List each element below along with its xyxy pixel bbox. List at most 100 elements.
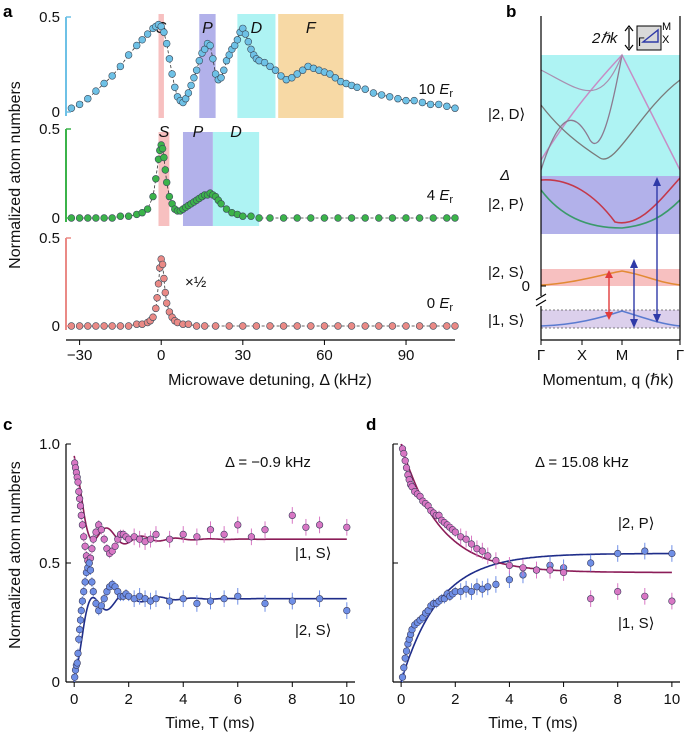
point-10-4: [100, 79, 108, 88]
panel-d-point-1-32: [519, 564, 527, 572]
d-band-curve-4: [540, 54, 623, 92]
panel-d-point-1-29: [484, 552, 492, 560]
panel-c-point-1-11: [81, 578, 89, 586]
panel-c-plot: 0 2 4 6 8 10 0 0.5 1.0: [39, 436, 355, 708]
axis-break-2: [535, 299, 547, 307]
band-label-10-D: D: [251, 20, 263, 37]
panel-c-x-tick-label-1: 2: [125, 691, 133, 708]
panel-c-point-1-15: [86, 566, 95, 574]
panel-c-point-0-34: [146, 535, 155, 543]
point-10-10: [143, 30, 152, 38]
point-0-12: [149, 313, 157, 321]
point-0-47: [443, 322, 451, 330]
point-10-36: [217, 74, 225, 82]
panel-d-x-tick-label-4: 8: [614, 691, 622, 708]
panel-a-x-tick-label-3: 60: [316, 347, 333, 364]
panel-d-plot: 0 2 4 6 8 10: [392, 443, 681, 708]
point-10-53: [271, 66, 280, 74]
point-10-73: [394, 94, 402, 103]
point-10-69: [361, 85, 369, 93]
point-10-57: [293, 70, 301, 78]
series-line-4: [71, 143, 455, 219]
panel-d-point-1-28: [478, 547, 486, 555]
point-4-52: [347, 214, 356, 222]
point-4-39: [217, 200, 225, 208]
panel-c-point-0-7: [76, 502, 85, 510]
panel-d-point-1-34: [546, 566, 554, 574]
point-0-35: [279, 322, 288, 330]
point-4-12: [152, 175, 160, 183]
point-4-50: [320, 214, 329, 222]
point-10-27: [192, 66, 201, 74]
point-10-77: [426, 100, 435, 109]
point-4-58: [429, 214, 437, 222]
point-10-78: [435, 100, 443, 109]
point-10-26: [190, 74, 198, 82]
point-4-4: [100, 214, 108, 222]
transition-arrows: [605, 177, 661, 328]
point-4-49: [307, 214, 315, 222]
series-line-0: [71, 258, 455, 327]
band-bg-2D: [541, 55, 680, 178]
panel-c-label-2S: |2, S⟩: [295, 622, 331, 639]
point-4-7: [124, 212, 133, 220]
point-10-1: [75, 100, 84, 109]
point-4-56: [402, 214, 410, 222]
inset-scale-label: 2ℏk: [591, 30, 619, 47]
inset-scale-head-down: [624, 44, 634, 51]
panel-d-point-1-26: [467, 540, 476, 548]
point-4-20: [165, 192, 174, 201]
s-band-curve: [540, 270, 681, 286]
series-label-sub-0: r: [449, 302, 453, 314]
panel-c-point-0-41: [234, 521, 242, 529]
panel-d-point-1-37: [614, 587, 622, 596]
panel-c-point-1-6: [75, 625, 84, 634]
panel-c-point-1-43: [288, 597, 296, 605]
point-10-24: [184, 89, 193, 97]
point-10-64: [331, 74, 339, 82]
point-4-16: [158, 144, 167, 153]
point-10-18: [168, 70, 176, 78]
panel-b-y-axis-title: Δ: [499, 167, 510, 184]
point-4-18: [161, 166, 170, 174]
point-10-63: [326, 70, 334, 78]
point-0-15: [154, 280, 163, 288]
point-0-42: [375, 322, 383, 330]
point-10-8: [133, 41, 141, 50]
panel-c-x-axis-title: Time, T (ms): [165, 715, 254, 732]
point-0-38: [320, 322, 329, 330]
y-tick-label-4-1: 0.5: [39, 121, 60, 138]
point-10-33: [209, 55, 217, 63]
point-0-39: [334, 322, 342, 330]
panel-c-point-0-25: [111, 542, 119, 550]
panel-d-x-tick-label-5: 10: [664, 691, 681, 708]
panel-a-x-axis-title-text: Microwave detuning, Δ (kHz): [168, 372, 372, 389]
point-10-32: [206, 41, 214, 50]
panel-d-point-1-33: [532, 566, 541, 574]
point-4-54: [375, 214, 383, 222]
p-band-curve-red: [540, 177, 681, 224]
arrow-blue-1-head-down: [630, 319, 638, 328]
point-4-5: [108, 214, 116, 222]
point-4-48: [293, 214, 301, 222]
panel-c-point-1-17: [89, 587, 97, 596]
point-4-2: [84, 214, 92, 222]
panel-d-point-0-1: [400, 664, 408, 672]
panel-c-point-0-37: [179, 530, 187, 539]
panel-c-point-1-4: [74, 649, 82, 658]
series-label-sub-4: r: [449, 194, 453, 206]
point-0-1: [75, 322, 84, 330]
panel-c-point-0-21: [100, 535, 108, 543]
panel-c-point-0-10: [80, 533, 88, 541]
point-0-14: [153, 294, 161, 302]
panel-c-point-0-4: [74, 478, 82, 486]
panel-c-y-tick-label-1: 0.5: [39, 555, 60, 572]
panel-d-point-1-38: [641, 592, 649, 600]
band-label-4-P: P: [193, 124, 204, 141]
y-tick-label-10-0: 0: [52, 104, 60, 121]
panel-c-point-1-16: [88, 578, 96, 586]
panel-d-point-1-3: [402, 464, 411, 472]
series-label-value-0: 0: [427, 295, 440, 312]
point-10-70: [369, 89, 378, 97]
